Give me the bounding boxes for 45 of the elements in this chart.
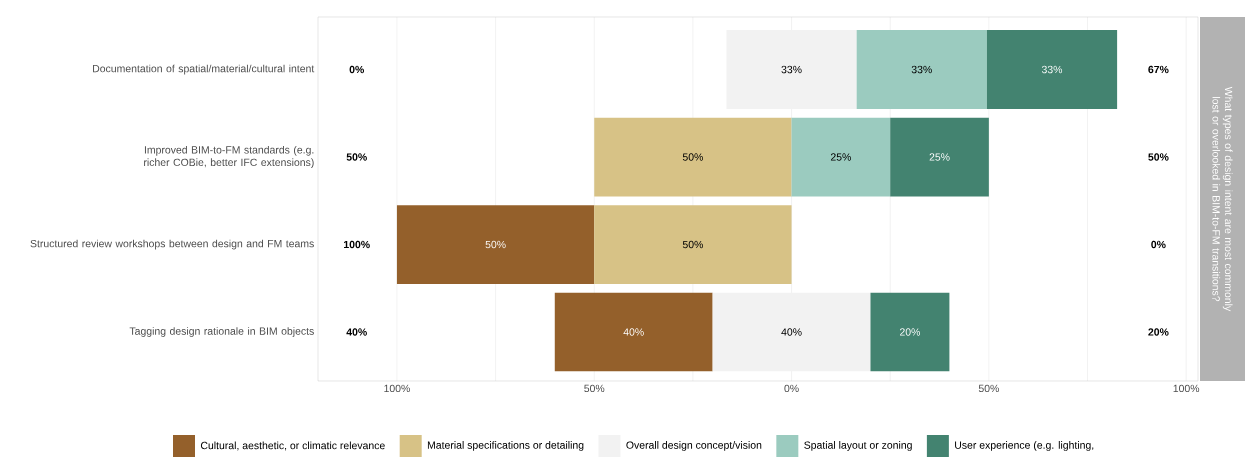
data-label: 25% [830, 153, 851, 161]
data-label: 33% [911, 65, 932, 74]
data-label: 50% [682, 153, 703, 161]
bar [890, 117, 989, 197]
annotation: 0% [1151, 240, 1166, 249]
x-tick-label: 100% [384, 384, 410, 393]
y-tick-label: Improved BIM-to-FM standards (e.g. richer COBie, better IFC extensions) [144, 145, 314, 169]
x-tick-label: 0% [784, 384, 799, 393]
x-tick-label: 50% [584, 384, 605, 393]
x-tick-label: 50% [978, 384, 999, 393]
legend-label: Cultural, aesthetic, or climatic relevance [200, 441, 385, 451]
bar [594, 205, 792, 284]
data-label: 50% [682, 240, 703, 249]
legend-label: Spatial layout or zoning [804, 441, 912, 451]
data-label: 40% [623, 328, 644, 336]
annotation: 100% [344, 240, 370, 249]
y-tick-label: Tagging design rationale in BIM objects [129, 327, 314, 337]
bar [554, 292, 713, 372]
legend-label: Material specifications or detailing [427, 441, 584, 451]
bar [396, 205, 595, 284]
bar [594, 117, 792, 197]
bar [726, 30, 857, 109]
data-label: 50% [485, 240, 506, 249]
y-tick-label: Structured review workshops between design and FM teams [30, 239, 314, 250]
annotation: 40% [346, 328, 367, 336]
annotation: 50% [1148, 153, 1169, 161]
bar [870, 292, 950, 372]
data-label: 33% [781, 65, 802, 74]
data-label: 25% [929, 153, 950, 161]
bar [791, 117, 891, 197]
bar [986, 30, 1118, 109]
data-label: 33% [1041, 65, 1063, 74]
data-label: 40% [781, 328, 802, 336]
legend-label: Overall design concept/vision [626, 441, 762, 451]
annotation: 50% [346, 153, 367, 161]
annotation: 20% [1148, 328, 1169, 336]
annotation: 0% [349, 65, 365, 74]
annotation: 67% [1148, 65, 1169, 74]
y-tick-label: Documentation of spatial/material/cultural intent [93, 64, 315, 75]
x-tick-label: 100% [1173, 384, 1200, 393]
data-label: 20% [900, 328, 921, 336]
text: What types of design intent are most commonly lost or overlooked in BIM-to-FM transitions? [1212, 86, 1233, 312]
bar [712, 292, 871, 372]
legend-label: User experience (e.g. lighting, [955, 441, 1094, 451]
bar [856, 30, 987, 109]
